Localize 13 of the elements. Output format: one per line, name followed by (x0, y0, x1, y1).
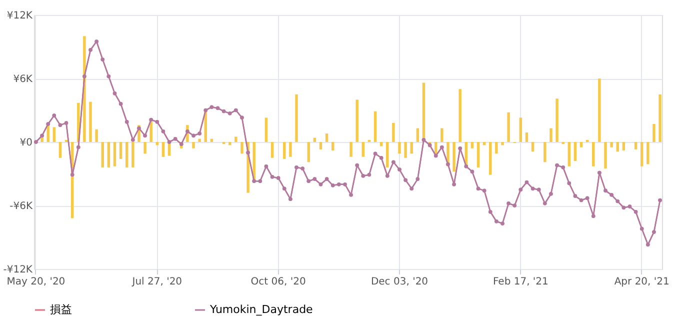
y-tick-label: ¥0 (20, 138, 32, 148)
x-tick-label: Dec 03, '20 (370, 276, 428, 288)
legend-label: 損益 (50, 303, 72, 316)
x-tick-label: Oct 06, '20 (250, 276, 306, 288)
y-tick-label: ¥12K (6, 10, 33, 22)
x-tick-label: Jul 27, '20 (131, 276, 182, 288)
legend-label: Yumokin_Daytrade (209, 303, 314, 316)
y-tick-label: -¥6K (10, 201, 33, 212)
x-tick-label: Apr 20, '21 (614, 276, 670, 288)
y-tick-label: -¥12K (3, 264, 33, 276)
y-tick-label: ¥6K (13, 74, 33, 85)
x-tick-label: Feb 17, '21 (492, 276, 548, 288)
x-tick-label: May 20, '20 (6, 276, 66, 288)
